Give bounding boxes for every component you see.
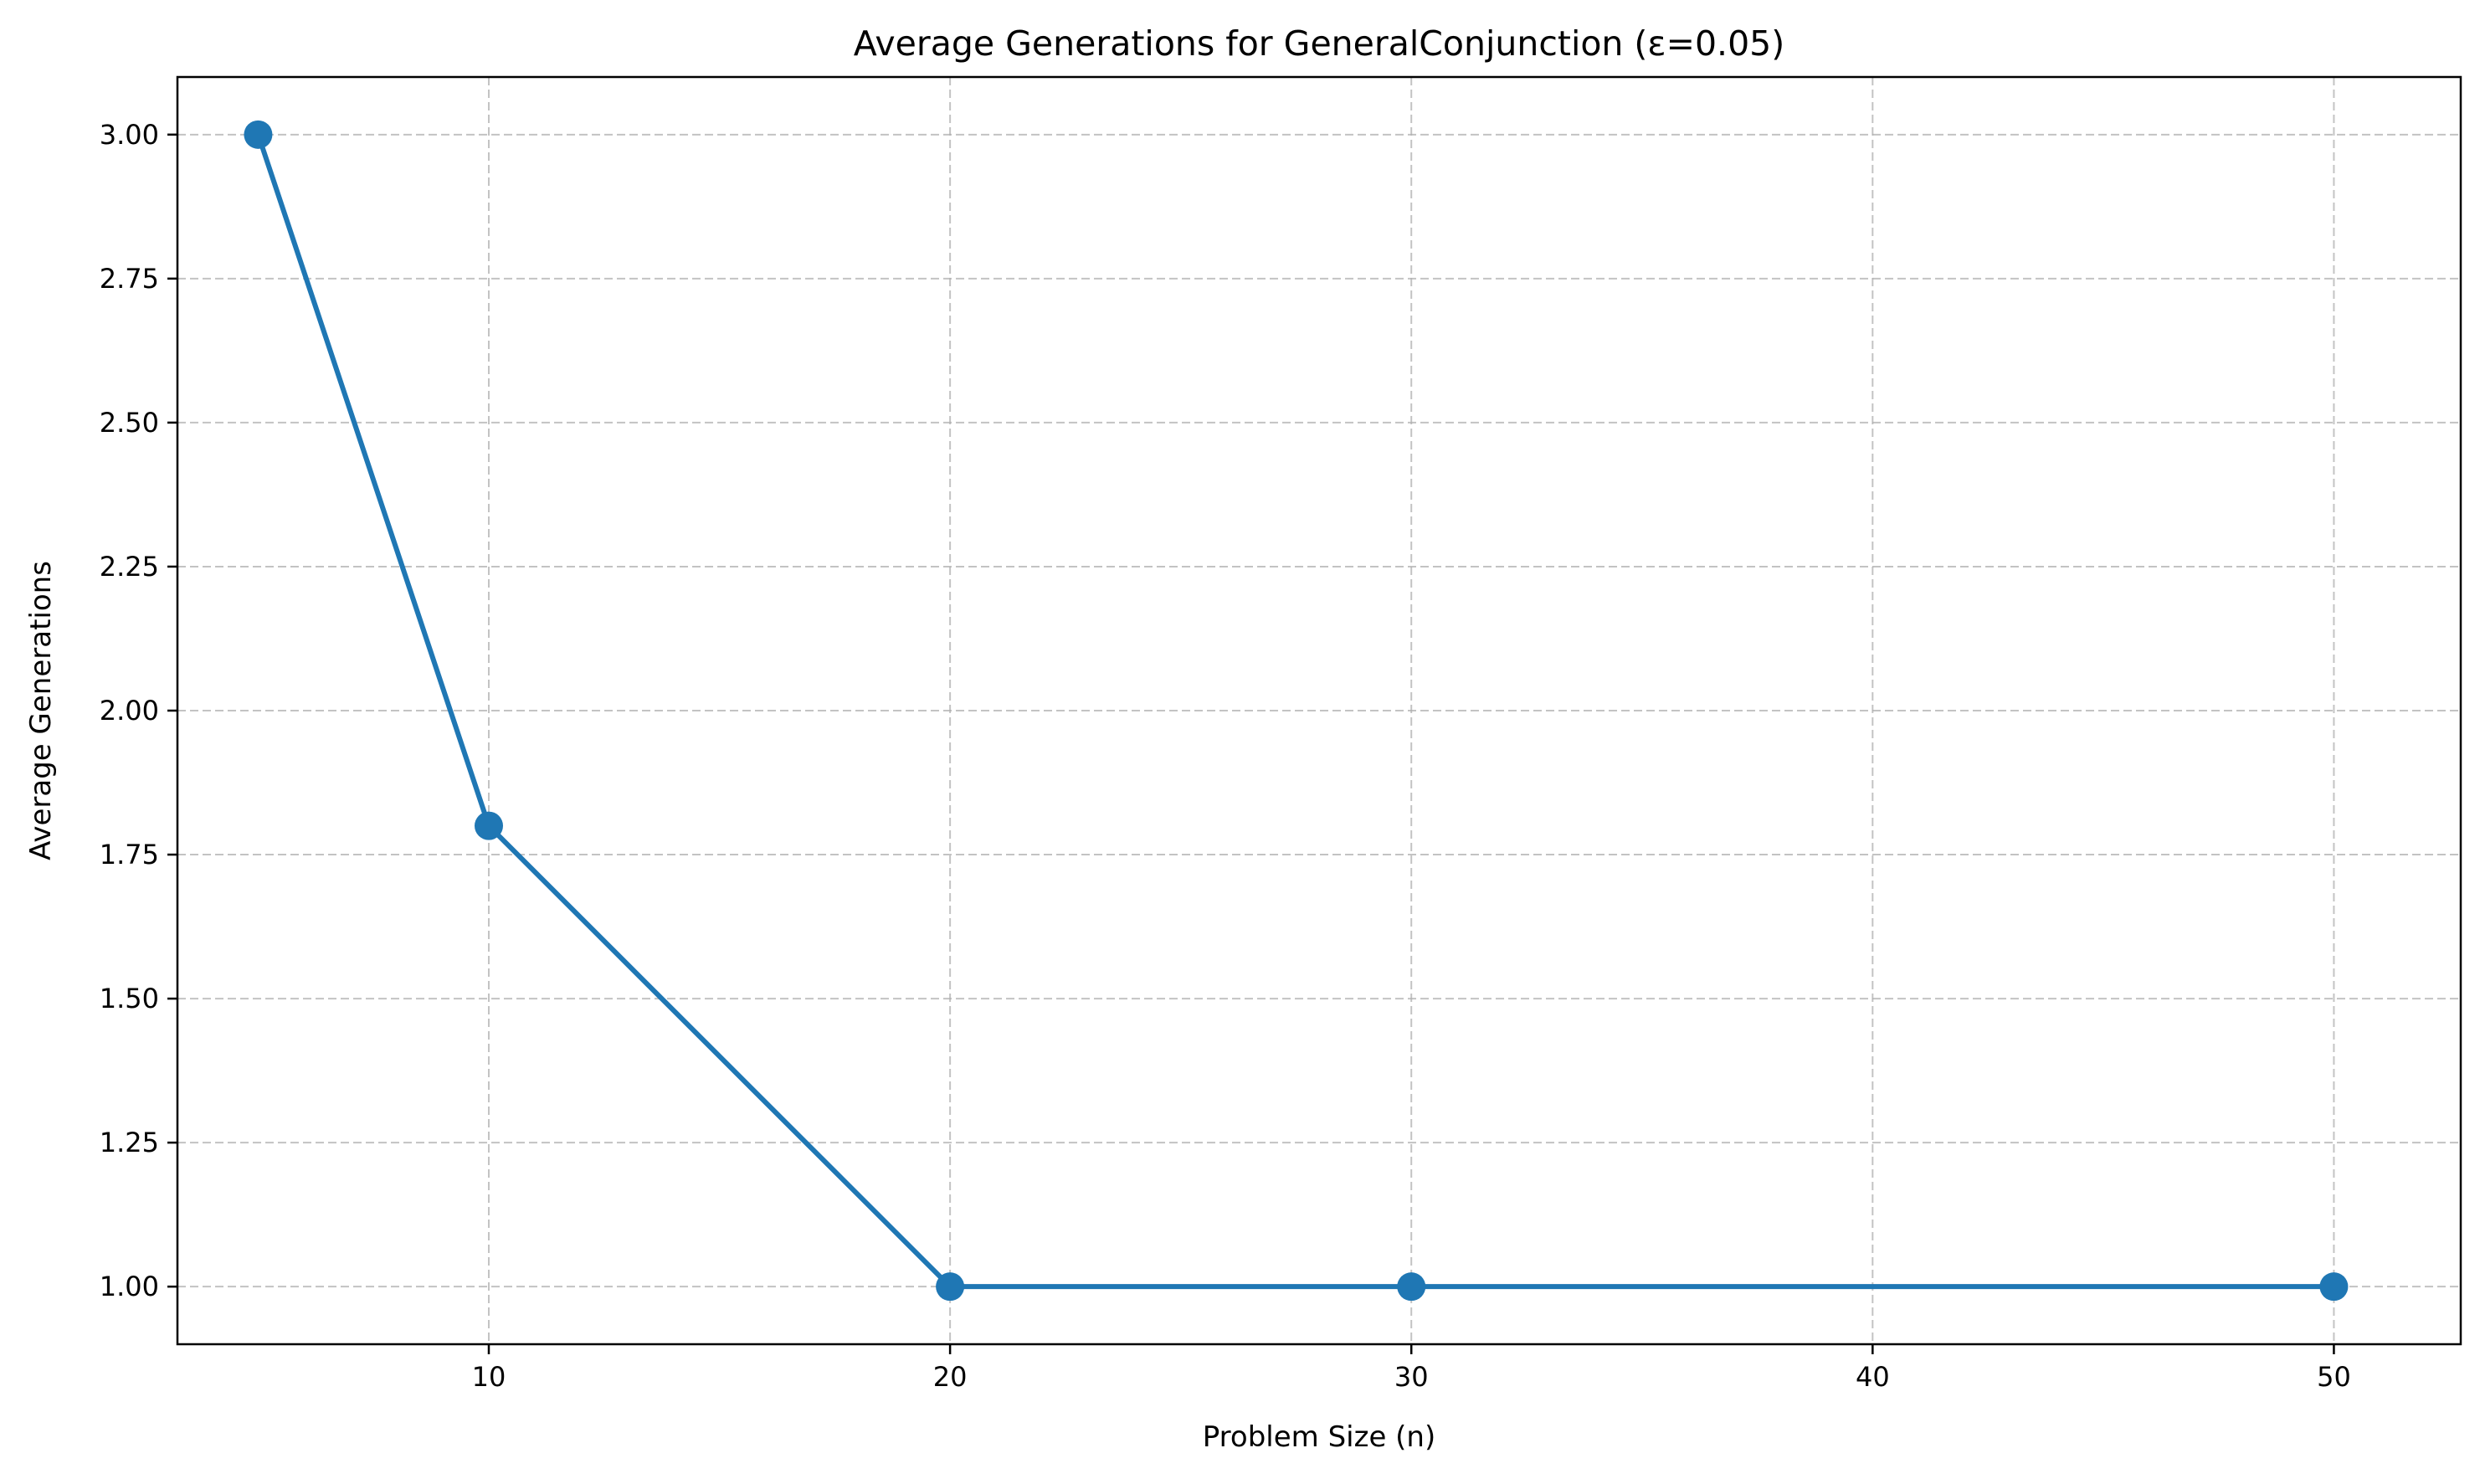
data-point [936, 1272, 965, 1302]
grid-layer [177, 77, 2461, 1344]
y-tick-label: 2.50 [100, 407, 159, 439]
series-layer [244, 120, 2349, 1302]
tick-layer: 10 20 30 40 50 1.00 1.25 1.50 1.75 2.00 2.25 2.50 2.… [100, 119, 2351, 1393]
data-point [475, 811, 503, 840]
y-tick-label: 2.00 [100, 695, 159, 727]
y-tick-label: 3.00 [100, 119, 159, 151]
y-tick-label: 2.25 [100, 551, 159, 583]
x-tick-label: 20 [933, 1361, 968, 1393]
chart-title: Average Generations for GeneralConjuncti… [854, 23, 1784, 64]
x-tick-label: 40 [1856, 1361, 1890, 1393]
y-tick-label: 1.75 [100, 839, 159, 870]
data-point [244, 120, 273, 149]
data-point [2319, 1272, 2349, 1302]
data-point [1397, 1272, 1426, 1302]
y-tick-label: 1.25 [100, 1127, 159, 1158]
y-tick-label: 2.75 [100, 263, 159, 295]
x-tick-label: 10 [472, 1361, 506, 1393]
x-tick-label: 50 [2317, 1361, 2351, 1393]
y-tick-label: 1.00 [100, 1271, 159, 1302]
y-axis-label: Average Generations [24, 561, 58, 860]
x-axis-label: Problem Size (n) [1203, 1420, 1436, 1454]
x-tick-label: 30 [1394, 1361, 1429, 1393]
y-tick-label: 1.50 [100, 983, 159, 1014]
